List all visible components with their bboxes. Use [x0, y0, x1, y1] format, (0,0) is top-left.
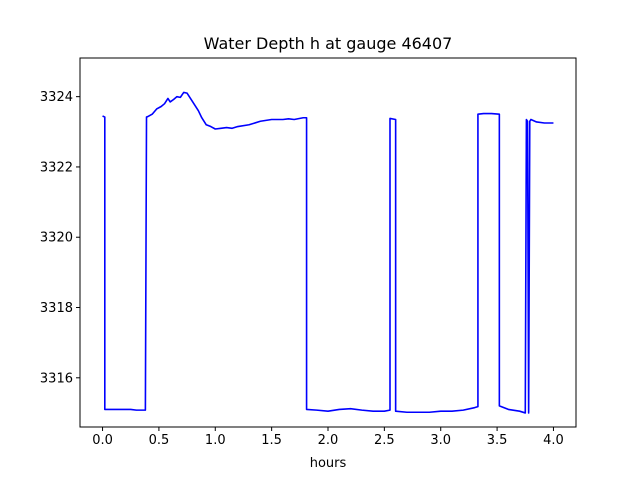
x-tick-label: 3.5	[487, 433, 508, 448]
y-tick-label: 3318	[40, 301, 73, 316]
x-tick-label: 0.5	[149, 433, 170, 448]
chart-title: Water Depth h at gauge 46407	[204, 34, 453, 53]
x-tick-label: 1.0	[205, 433, 226, 448]
y-tick-label: 3324	[40, 90, 73, 105]
x-tick-label: 1.5	[261, 433, 282, 448]
series-line-0	[102, 91, 554, 414]
x-axis-label: hours	[310, 456, 347, 471]
y-tick-label: 3320	[40, 231, 73, 246]
plot-area-frame	[79, 57, 577, 428]
x-tick-label: 0.0	[92, 433, 113, 448]
x-tick-label: 4.0	[543, 433, 564, 448]
x-tick-label: 3.0	[430, 433, 451, 448]
y-tick-label: 3322	[40, 160, 73, 175]
x-tick-label: 2.0	[318, 433, 339, 448]
x-tick-label: 2.5	[374, 433, 395, 448]
y-tick-label: 3316	[40, 371, 73, 386]
